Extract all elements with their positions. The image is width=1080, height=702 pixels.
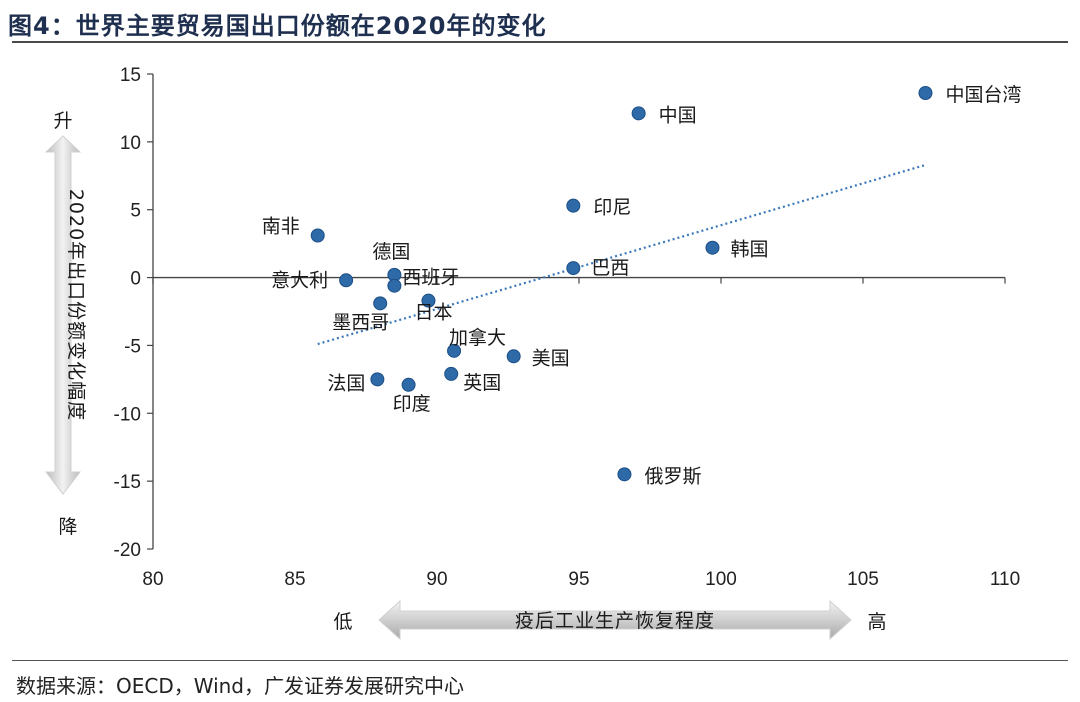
data-point xyxy=(631,106,646,121)
x-arrow-right-label: 高 xyxy=(867,611,886,633)
y-arrow-top-label: 升 xyxy=(53,110,72,132)
data-point xyxy=(566,261,581,276)
data-point xyxy=(918,86,933,100)
data-point-label: 西班牙 xyxy=(402,267,459,289)
data-point-label: 中国 xyxy=(659,104,697,126)
source-note: 数据来源：OECD，Wind，广发证券发展研究中心 xyxy=(16,674,465,698)
data-point-label: 墨西哥 xyxy=(332,311,389,333)
data-point-label: 俄罗斯 xyxy=(644,465,701,487)
data-point-label: 加拿大 xyxy=(449,326,506,349)
data-point xyxy=(370,372,385,387)
trend-line xyxy=(317,163,926,346)
y-tick-label: -20 xyxy=(114,540,141,561)
title-rule xyxy=(12,41,1068,43)
y-tick-label: 15 xyxy=(120,65,141,86)
x-tick-label: 90 xyxy=(426,569,447,590)
data-point xyxy=(444,366,459,381)
data-point xyxy=(421,293,436,308)
y-tick-label: 5 xyxy=(130,201,141,222)
y-arrow-label: 2020年出口份额变化幅度 xyxy=(65,189,87,421)
x-tick-label: 110 xyxy=(990,569,1020,590)
data-point-label: 韩国 xyxy=(730,239,768,261)
x-tick-label: 85 xyxy=(284,569,305,590)
data-point-label: 印尼 xyxy=(593,197,631,219)
source-rule xyxy=(12,660,1068,661)
x-arrow-left-label: 低 xyxy=(333,611,352,633)
x-tick-label: 80 xyxy=(142,569,163,590)
x-tick-label: 95 xyxy=(568,569,589,590)
data-point-label: 英国 xyxy=(463,372,501,394)
data-point xyxy=(401,377,416,392)
y-arrow-bottom-label: 降 xyxy=(58,516,77,538)
data-point-label: 南非 xyxy=(262,216,300,238)
x-arrow-label: 疫后工业生产恢复程度 xyxy=(515,610,715,632)
data-point-label: 日本 xyxy=(414,302,452,324)
data-point-label: 美国 xyxy=(532,347,570,369)
y-tick-label: 0 xyxy=(130,269,141,290)
y-tick-label: 10 xyxy=(120,133,141,154)
data-point xyxy=(310,228,325,243)
y-tick-label: -10 xyxy=(114,404,141,425)
data-point xyxy=(447,343,462,358)
trendline xyxy=(317,163,926,346)
data-point-label: 中国台湾 xyxy=(945,84,1021,106)
data-point xyxy=(705,240,720,255)
data-point xyxy=(617,467,632,482)
data-point xyxy=(339,273,354,288)
x-tick-label: 100 xyxy=(705,569,737,590)
y-tick-label: -15 xyxy=(114,472,141,493)
figure-title: 图4：世界主要贸易国出口份额在2020年的变化 xyxy=(8,12,547,40)
x-direction-arrow xyxy=(378,599,852,641)
data-point-label: 印度 xyxy=(393,393,431,415)
y-tick-label: -5 xyxy=(124,336,141,357)
data-point xyxy=(506,349,521,364)
data-point xyxy=(387,278,402,293)
data-point-label: 德国 xyxy=(372,241,410,263)
x-tick-label: 105 xyxy=(847,569,879,590)
data-point-label: 巴西 xyxy=(591,257,629,279)
data-point xyxy=(566,198,581,213)
data-point-label: 意大利 xyxy=(271,269,328,291)
y-direction-arrow xyxy=(44,135,82,495)
data-point-label: 法国 xyxy=(327,372,365,394)
data-point xyxy=(373,296,388,311)
